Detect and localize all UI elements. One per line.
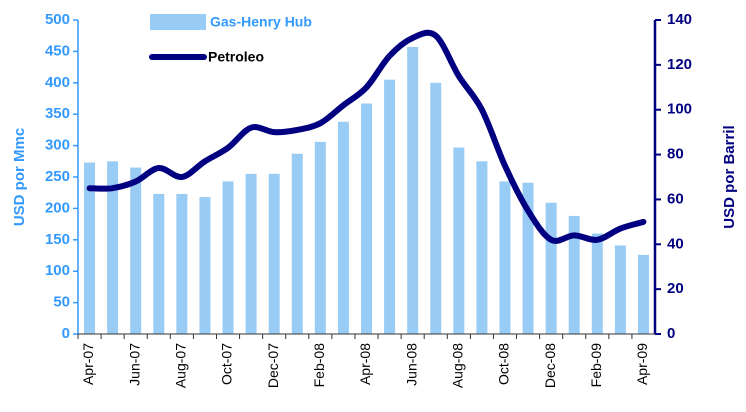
x-tick-label: Aug-07 <box>173 343 189 388</box>
bar <box>384 79 396 334</box>
y-tick-label: 50 <box>53 294 70 311</box>
x-tick-label: Dec-07 <box>265 343 281 388</box>
bar <box>337 121 349 335</box>
y-tick-label: 400 <box>45 74 70 91</box>
line <box>86 29 647 244</box>
x-tick-label: Jun-07 <box>126 343 142 386</box>
bar <box>153 193 165 334</box>
y-tick-label: 250 <box>45 168 70 185</box>
bar <box>176 193 188 334</box>
bar <box>430 82 442 334</box>
bar <box>614 245 626 334</box>
y-axis-label: USD por Mmc <box>11 128 28 226</box>
bar <box>522 182 534 334</box>
y2-axis-label: USD por Barril <box>721 125 738 228</box>
y-tick-label: 150 <box>45 231 70 248</box>
y-tick-label: 350 <box>45 105 70 122</box>
bar <box>107 161 119 334</box>
bar <box>476 161 488 334</box>
x-tick-label: Apr-07 <box>80 343 96 385</box>
bar <box>499 181 511 334</box>
y2-tick-label: 80 <box>667 146 684 163</box>
bar <box>130 167 142 334</box>
legend-label: Petroleo <box>208 49 264 65</box>
x-tick-label: Apr-09 <box>634 343 650 385</box>
x-tick-label: Oct-07 <box>219 343 235 385</box>
bar <box>84 162 96 334</box>
bar <box>314 141 326 334</box>
y2-tick-label: 40 <box>667 235 684 252</box>
x-tick-label: Feb-08 <box>311 343 327 388</box>
bar <box>637 254 649 334</box>
y-tick-label: 300 <box>45 137 70 154</box>
y2-tick-label: 20 <box>667 280 684 297</box>
legend-label: Gas-Henry Hub <box>210 14 312 30</box>
x-tick-label: Aug-08 <box>450 343 466 388</box>
bar <box>199 197 211 334</box>
x-tick-label: Dec-08 <box>542 343 558 388</box>
y-tick-label: 0 <box>62 325 70 342</box>
legend-swatch <box>150 14 206 30</box>
bar <box>407 47 419 335</box>
y2-tick-label: 0 <box>667 325 675 342</box>
bar <box>568 215 580 334</box>
y-tick-label: 450 <box>45 42 70 59</box>
bar <box>453 147 465 334</box>
y-tick-label: 500 <box>45 11 70 28</box>
y-tick-label: 100 <box>45 262 70 279</box>
x-tick-label: Oct-08 <box>496 343 512 385</box>
bar <box>245 173 257 334</box>
x-tick-label: Feb-09 <box>588 343 604 388</box>
y2-tick-label: 100 <box>667 101 692 118</box>
x-tick-label: Jun-08 <box>403 343 419 386</box>
y2-tick-label: 120 <box>667 56 692 73</box>
bar <box>545 202 557 334</box>
bar <box>291 153 303 334</box>
bar <box>591 233 603 334</box>
y2-tick-label: 140 <box>667 11 692 28</box>
y-tick-label: 200 <box>45 199 70 216</box>
bar <box>222 181 234 334</box>
y2-tick-label: 60 <box>667 190 684 207</box>
x-tick-label: Apr-08 <box>357 343 373 385</box>
bar <box>361 103 372 334</box>
bar <box>268 173 280 334</box>
